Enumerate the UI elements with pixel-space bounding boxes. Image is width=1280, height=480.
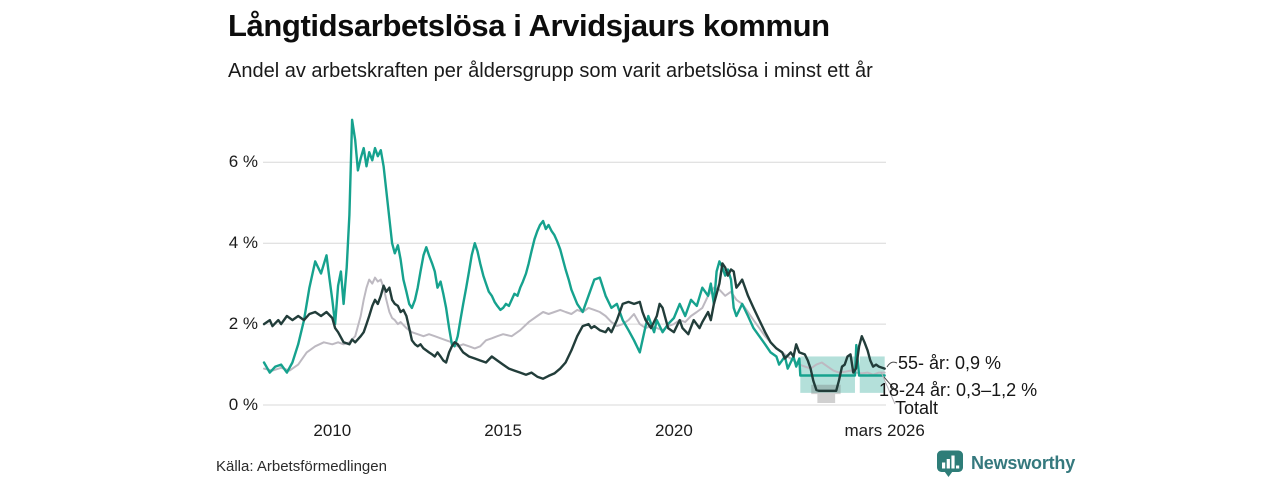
series-label-totalt: Totalt bbox=[895, 398, 939, 418]
y-tick-4: 4 % bbox=[228, 233, 258, 253]
interval-band bbox=[811, 384, 841, 403]
series-label-55-ar: 55- år: 0,9 % bbox=[898, 353, 1002, 373]
y-tick-0: 0 % bbox=[228, 395, 258, 414]
y-tick-6: 6 % bbox=[228, 152, 258, 172]
brand-name: Newsworthy bbox=[971, 453, 1076, 473]
series-line-55-r bbox=[262, 262, 886, 392]
x-tick-2020: 2020 bbox=[654, 421, 693, 440]
x-tick-mars-2026: mars 2026 bbox=[844, 421, 925, 440]
page-title: Långtidsarbetslösa i Arvidsjaurs kommun bbox=[228, 8, 830, 43]
source-note: Källa: Arbetsförmedlingen bbox=[216, 458, 387, 475]
brand-logo: Newsworthy bbox=[936, 449, 1075, 478]
label-leader-line-2 bbox=[880, 371, 896, 405]
y-tick-2: 2 % bbox=[228, 314, 258, 334]
series-line-18-24r bbox=[262, 118, 886, 377]
label-leader-line-0 bbox=[886, 361, 898, 368]
label-leader-line-1 bbox=[883, 376, 897, 392]
chart-subtitle: Andel av arbetskraften per åldersgrupp s… bbox=[228, 60, 873, 82]
x-tick-2010: 2010 bbox=[313, 421, 352, 440]
newsworthy-icon bbox=[937, 450, 963, 477]
x-tick-2015: 2015 bbox=[484, 421, 523, 440]
series-label-18-24-ar: 18-24 år: 0,3–1,2 % bbox=[879, 380, 1038, 400]
